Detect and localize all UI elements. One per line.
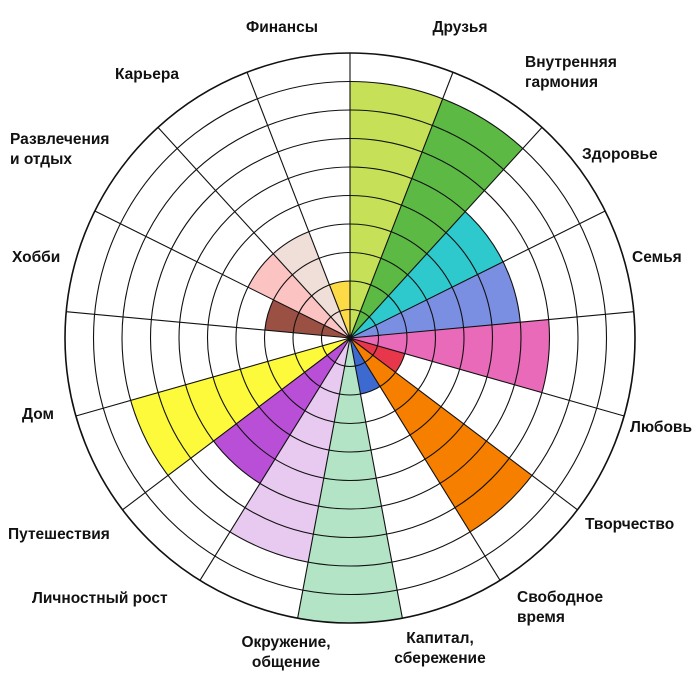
grid-spoke-6 <box>349 337 578 511</box>
sector-7-капитал-сбережение <box>350 338 381 395</box>
grid-spoke-11 <box>122 337 351 511</box>
sector-10-путешествия <box>213 338 350 484</box>
sector-3-семья <box>350 261 521 338</box>
label-lichnostny-rost: Личностный рост <box>32 590 168 607</box>
label-kapital-sberezhenie: Капитал, сбережение <box>394 630 486 667</box>
grid-spoke-12 <box>75 337 351 417</box>
label-dom: Дом <box>22 406 54 423</box>
sector-0-друзья <box>350 81 443 338</box>
sector-14-карьера <box>247 253 350 338</box>
grid-spoke-13 <box>66 311 351 339</box>
grid-spoke-3 <box>349 210 606 339</box>
sector-12-хобби <box>321 335 350 346</box>
label-razvlecheniya-i-otdyh: Развлечения и отдых <box>10 131 110 168</box>
label-semya: Семья <box>632 249 682 266</box>
grid-spoke-8 <box>349 337 403 619</box>
label-svobodnoe-vremya: Свободное время <box>517 589 604 626</box>
sector-1-внутренняя-гармония <box>350 98 523 338</box>
sector-15-финансы <box>273 231 350 338</box>
label-lyubov: Любовь <box>629 419 692 436</box>
label-druzya: Друзья <box>432 19 488 36</box>
label-hobbi: Хобби <box>12 249 61 266</box>
sector-2-здоровье <box>350 211 504 338</box>
grid-spoke-4 <box>349 311 634 339</box>
label-okruzhenie-obshchenie: Окружение, общение <box>241 634 331 671</box>
label-vnutrennyaya-garmoniya: Внутренняя гармония <box>525 54 617 91</box>
grid-spoke-9 <box>297 337 351 619</box>
sector-13-развлечения-и-отдых <box>264 299 350 338</box>
label-zdorovie: Здоровье <box>582 146 658 163</box>
sector-9-личностный-рост <box>229 338 350 563</box>
grid-spoke-7 <box>349 337 501 581</box>
label-tvorchestvo: Творчество <box>585 516 675 533</box>
sector-11-дом <box>130 338 350 476</box>
wheel-grid <box>64 52 636 624</box>
sector-4-любовь <box>350 319 550 393</box>
label-karera: Карьера <box>115 66 179 83</box>
grid-spoke-2 <box>349 127 543 339</box>
label-puteshestviya: Путешествия <box>8 526 110 543</box>
grid-spoke-10 <box>199 337 351 581</box>
label-finansy: Финансы <box>246 19 318 36</box>
grid-spoke-15 <box>157 127 351 339</box>
grid-spoke-5 <box>349 337 625 417</box>
sector-fills <box>130 81 550 624</box>
sector-5-творчество <box>350 338 405 373</box>
grid-spoke-1 <box>349 72 454 339</box>
grid-spoke-16 <box>246 72 351 339</box>
grid-spoke-14 <box>94 210 351 339</box>
